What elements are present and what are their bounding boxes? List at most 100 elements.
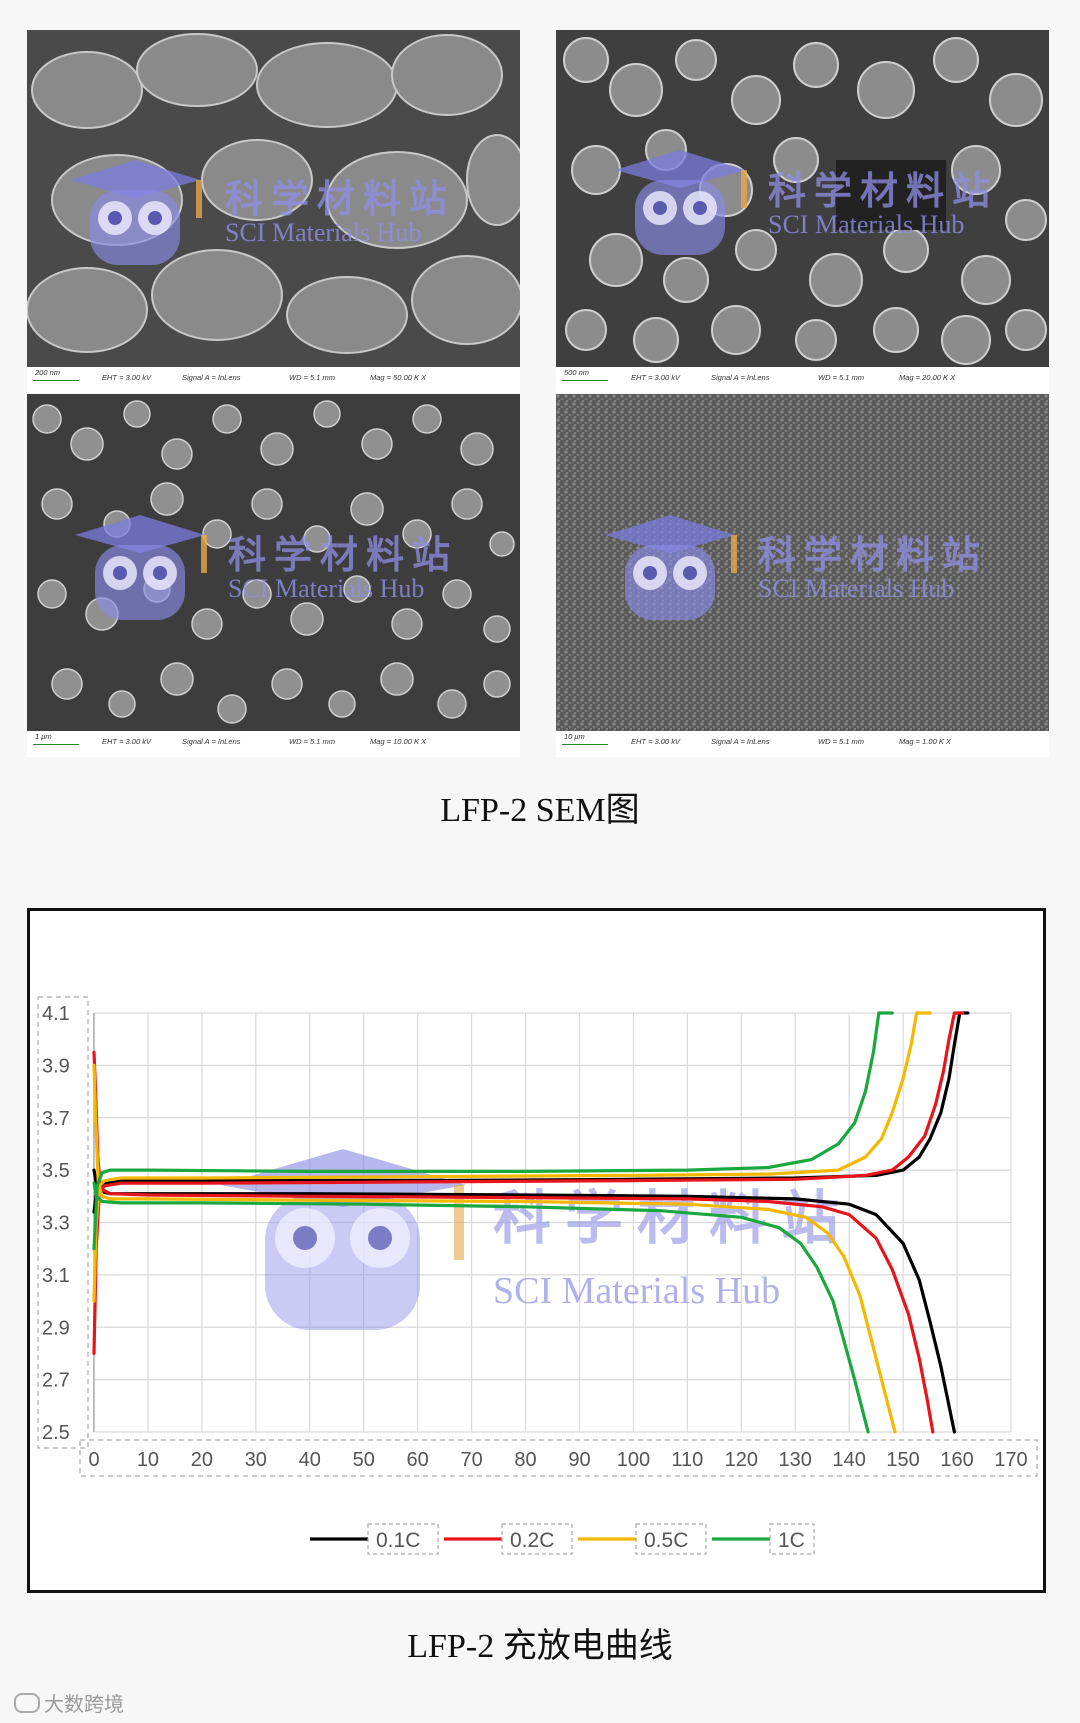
- x-tick-label: 130: [779, 1449, 812, 1471]
- watermark-en-2: SCI Materials Hub: [768, 210, 965, 239]
- chart-watermark-en: SCI Materials Hub: [493, 1270, 780, 1312]
- x-tick-label: 30: [245, 1449, 267, 1471]
- footer-logo: 大数跨境: [14, 1688, 124, 1717]
- x-tick-label: 10: [137, 1449, 159, 1471]
- owl-pupil-icon: [368, 1226, 392, 1250]
- scale-label: 1 μm: [35, 732, 52, 741]
- footer-logo-text: 大数跨境: [44, 1692, 124, 1716]
- x-tick-label: 120: [725, 1449, 758, 1471]
- owl-logo-icon: [615, 150, 747, 255]
- watermark-cn-1: 科学材料站: [225, 179, 456, 221]
- scale-bar: [562, 380, 608, 381]
- series-1C-charge: [92, 1011, 894, 1251]
- legend-box: [501, 1523, 573, 1555]
- x-tick-label: 60: [407, 1449, 429, 1471]
- owl-logo-icon: [605, 515, 737, 620]
- series-1C-discharge: [92, 1181, 870, 1434]
- watermark-en-3: SCI Materials Hub: [228, 574, 425, 603]
- y-tick-labels: 2.5 2.7 2.9 3.1 3.3 3.5 3.7 3.9 4.1: [42, 1003, 70, 1444]
- mag-label: Mag = 20.00 K X: [899, 373, 956, 382]
- watermark-cn-4: 科学材料站: [758, 535, 989, 577]
- y-tick-label: 4.1: [42, 1003, 70, 1025]
- eht-label: EHT = 3.00 kV: [631, 737, 680, 746]
- x-tick-label: 40: [299, 1449, 321, 1471]
- legend-box: [367, 1523, 439, 1555]
- sem-info-bar-3: 1 μm EHT = 3.00 kV Signal A = InLens WD …: [27, 731, 520, 757]
- wd-label: WD = 5.1 mm: [289, 373, 336, 382]
- y-tick-label: 2.9: [42, 1317, 70, 1339]
- watermark-cn-2: 科学材料站: [768, 171, 999, 213]
- mag-label: Mag = 1.00 K X: [899, 737, 951, 746]
- legend-label-1C: 1C: [778, 1529, 805, 1552]
- scale-bar: [562, 744, 608, 745]
- legend-label-0.5C: 0.5C: [644, 1529, 688, 1552]
- x-ticks-box: [79, 1439, 1038, 1477]
- chart-frame: 科学材料站 SCI Materials Hub 2.5 2.7 2.9 3.1 3.3 3.…: [27, 908, 1046, 1593]
- scale-label: 200 nm: [35, 368, 61, 377]
- y-tick-label: 2.7: [42, 1370, 70, 1392]
- x-tick-label: 50: [353, 1449, 375, 1471]
- signal-label: Signal A = InLens: [711, 373, 770, 382]
- legend-box: [635, 1523, 707, 1555]
- series-0.2C-charge: [92, 1011, 965, 1355]
- owl-logo-icon: [70, 160, 202, 265]
- legend-box: [769, 1523, 815, 1555]
- series-0.5C-discharge: [92, 1063, 897, 1434]
- series-0.5C-charge: [92, 1011, 932, 1303]
- owl-tassel-icon: [454, 1185, 464, 1260]
- x-tick-label: 80: [514, 1449, 536, 1471]
- y-tick-label: 3.7: [42, 1108, 70, 1130]
- watermark-2: [605, 140, 755, 265]
- y-ticks-box: [37, 996, 89, 1449]
- x-tick-label: 0: [88, 1449, 99, 1471]
- x-tick-label: 140: [832, 1449, 865, 1471]
- sem-info-bar-4: 10 μm EHT = 3.00 kV Signal A = InLens WD…: [556, 731, 1049, 757]
- chart-caption: LFP-2 充放电曲线: [407, 1628, 673, 1665]
- sem-caption: LFP-2 SEM图: [440, 792, 640, 829]
- owl-logo-icon: [75, 515, 207, 620]
- y-tick-label: 3.1: [42, 1265, 70, 1287]
- chart-series: [92, 1011, 970, 1434]
- x-tick-label: 100: [617, 1449, 650, 1471]
- legend-label-0.1C: 0.1C: [376, 1529, 420, 1552]
- watermark-4: [595, 505, 745, 630]
- chart-legend: 0.1C 0.2C 0.5C 1C: [310, 1523, 815, 1555]
- sem-info-bar-2: 500 nm EHT = 3.00 kV Signal A = InLens W…: [556, 367, 1049, 393]
- sem-image-3: [27, 394, 520, 731]
- x-tick-label: 150: [886, 1449, 919, 1471]
- x-tick-labels: 0 10 20 30 40 50 60 70 80 90 100 110 120 130 140 150 160…: [88, 1449, 1027, 1471]
- sem-info-bar-1: 200 nm EHT = 3.00 kV Signal A = InLens W…: [27, 367, 520, 393]
- signal-label: Signal A = InLens: [182, 373, 241, 382]
- scale-bar: [33, 744, 79, 745]
- y-tick-label: 3.3: [42, 1213, 70, 1235]
- y-tick-label: 3.5: [42, 1160, 70, 1182]
- mag-label: Mag = 50.00 K X: [370, 373, 427, 382]
- x-tick-label: 20: [191, 1449, 213, 1471]
- eht-label: EHT = 3.00 kV: [631, 373, 680, 382]
- legend-label-0.2C: 0.2C: [510, 1529, 554, 1552]
- x-tick-label: 170: [994, 1449, 1027, 1471]
- scale-bar: [33, 380, 79, 381]
- y-tick-label: 3.9: [42, 1055, 70, 1077]
- mag-label: Mag = 10.00 K X: [370, 737, 427, 746]
- signal-label: Signal A = InLens: [711, 737, 770, 746]
- watermark-1: [60, 150, 210, 275]
- watermark-en-4: SCI Materials Hub: [758, 574, 955, 603]
- eht-label: EHT = 3.00 kV: [102, 737, 151, 746]
- watermark-cn-3: 科学材料站: [228, 535, 459, 577]
- wd-label: WD = 5.1 mm: [818, 737, 865, 746]
- x-tick-label: 160: [940, 1449, 973, 1471]
- watermark-3: [65, 505, 215, 630]
- wd-label: WD = 5.1 mm: [818, 373, 865, 382]
- x-tick-label: 70: [460, 1449, 482, 1471]
- eht-label: EHT = 3.00 kV: [102, 373, 151, 382]
- sem-panel-3: 1 μm EHT = 3.00 kV Signal A = InLens WD …: [27, 394, 520, 757]
- sem-panel-1: 200 nm EHT = 3.00 kV Signal A = InLens W…: [27, 30, 520, 393]
- watermark-en-1: SCI Materials Hub: [225, 218, 422, 247]
- scale-label: 500 nm: [564, 368, 590, 377]
- scale-label: 10 μm: [564, 732, 585, 741]
- footer-logo-icon: [14, 1693, 40, 1713]
- x-tick-label: 90: [568, 1449, 590, 1471]
- x-tick-label: 110: [671, 1449, 703, 1471]
